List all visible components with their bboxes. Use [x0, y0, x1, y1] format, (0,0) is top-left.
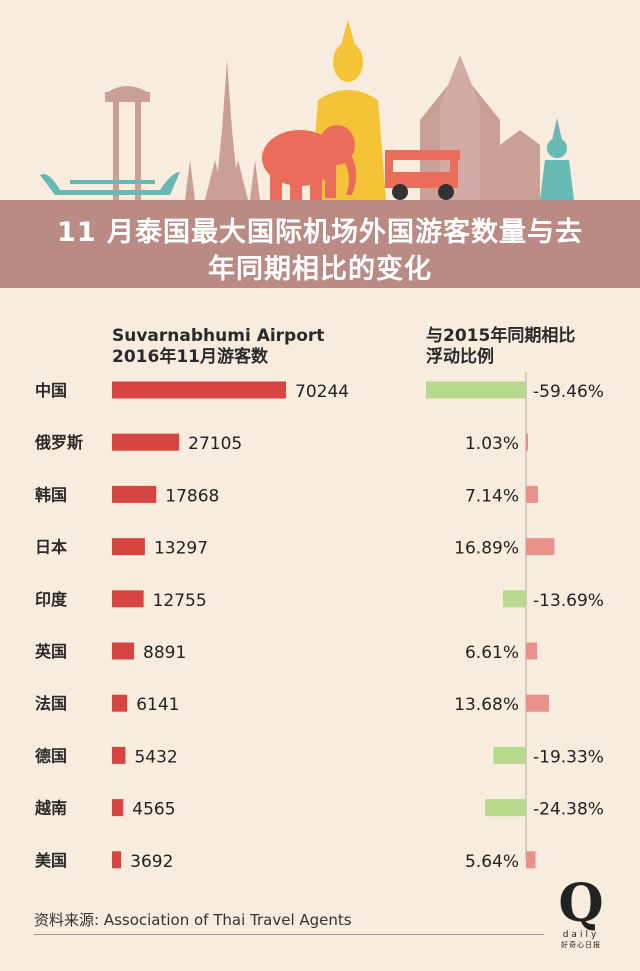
- visitor-value-label: 5432: [134, 747, 177, 767]
- visitor-bar: [112, 433, 180, 451]
- visitor-bar: [112, 694, 128, 712]
- category-label: 越南: [34, 799, 67, 818]
- change-value-label: -13.69%: [533, 591, 604, 611]
- tuktuk-illustration: [385, 150, 460, 200]
- change-value-label: 16.89%: [454, 539, 519, 559]
- change-bar-increase: [526, 851, 536, 869]
- change-bar-increase: [526, 433, 528, 451]
- change-header-line-1: 与2015年同期相比: [426, 326, 576, 346]
- category-label: 中国: [35, 381, 67, 400]
- visitor-bar: [112, 590, 144, 608]
- source-note: 资料来源: Association of Thai Travel Agents: [34, 911, 352, 929]
- change-bar-decrease: [426, 381, 526, 399]
- category-label: 印度: [35, 590, 68, 609]
- visitor-value-label: 3692: [130, 852, 173, 872]
- change-bar-increase: [526, 538, 555, 556]
- change-column-header: 与2015年同期相比 浮动比例: [426, 326, 575, 368]
- visitor-value-label: 27105: [188, 434, 242, 454]
- change-header-line-2: 浮动比例: [426, 347, 494, 367]
- change-value-label: 13.68%: [454, 695, 519, 715]
- change-bar-decrease: [484, 799, 526, 817]
- category-label: 英国: [34, 642, 67, 661]
- boat-illustration: [40, 172, 180, 195]
- page-title-line-1: 11 月泰国最大国际机场外国游客数量与去: [57, 217, 583, 248]
- visitor-value-label: 70244: [295, 382, 349, 402]
- visitor-header-line-2: 2016年11月游客数: [112, 347, 268, 367]
- logo-chinese: 好奇心日报: [561, 941, 601, 949]
- category-label: 俄罗斯: [34, 433, 83, 452]
- change-bar-increase: [526, 485, 539, 503]
- guardian-statue-illustration: [540, 118, 574, 200]
- category-label: 法国: [35, 694, 67, 713]
- visitor-value-label: 13297: [154, 539, 208, 559]
- visitor-value-label: 12755: [153, 591, 207, 611]
- visitor-bar: [112, 851, 122, 869]
- source-divider: [34, 934, 544, 935]
- change-bar-increase: [526, 642, 538, 660]
- change-value-label: -19.33%: [533, 747, 604, 767]
- visitor-header-line-1: Suvarnabhumi Airport: [112, 326, 325, 346]
- visitor-bar: [112, 642, 135, 660]
- visitor-bar: [112, 538, 145, 556]
- thai-landmarks-illustration: [40, 20, 574, 200]
- logo-word: daily: [562, 930, 600, 940]
- change-value-label: 6.61%: [465, 643, 519, 663]
- change-value-label: 1.03%: [465, 434, 519, 454]
- category-label: 德国: [35, 746, 67, 765]
- category-label: 美国: [35, 851, 67, 870]
- visitor-column-header: Suvarnabhumi Airport 2016年11月游客数: [112, 326, 324, 368]
- change-value-label: 7.14%: [465, 486, 519, 506]
- change-value-label: -24.38%: [533, 800, 604, 820]
- logo-letter: Q: [558, 873, 604, 934]
- visitor-value-label: 17868: [165, 486, 219, 506]
- visitor-bar: [112, 746, 126, 764]
- change-value-label: -59.46%: [533, 382, 604, 402]
- visitor-bar: [112, 381, 286, 399]
- change-bar-decrease: [493, 746, 526, 764]
- visitor-value-label: 8891: [143, 643, 186, 663]
- change-value-label: 5.64%: [465, 852, 519, 872]
- change-bar-decrease: [502, 590, 526, 608]
- category-label: 日本: [35, 538, 67, 557]
- visitor-value-label: 4565: [132, 800, 175, 820]
- page-title-line-2: 年同期相比的变化: [208, 254, 432, 285]
- visitor-bar: [112, 485, 157, 503]
- visitor-value-label: 6141: [136, 695, 179, 715]
- visitor-bar: [112, 799, 124, 817]
- category-label: 韩国: [35, 485, 67, 504]
- title-banner: 11 月泰国最大国际机场外国游客数量与去 年同期相比的变化: [0, 200, 640, 288]
- visitor-chart: 中国 70244 -59.46% 俄罗斯 27105 1.03% 韩国 17868 7.14% 日…: [34, 372, 604, 872]
- elephant-illustration: [262, 125, 357, 200]
- change-bar-increase: [526, 694, 550, 712]
- qdaily-logo: Q daily 好奇心日报: [556, 878, 606, 950]
